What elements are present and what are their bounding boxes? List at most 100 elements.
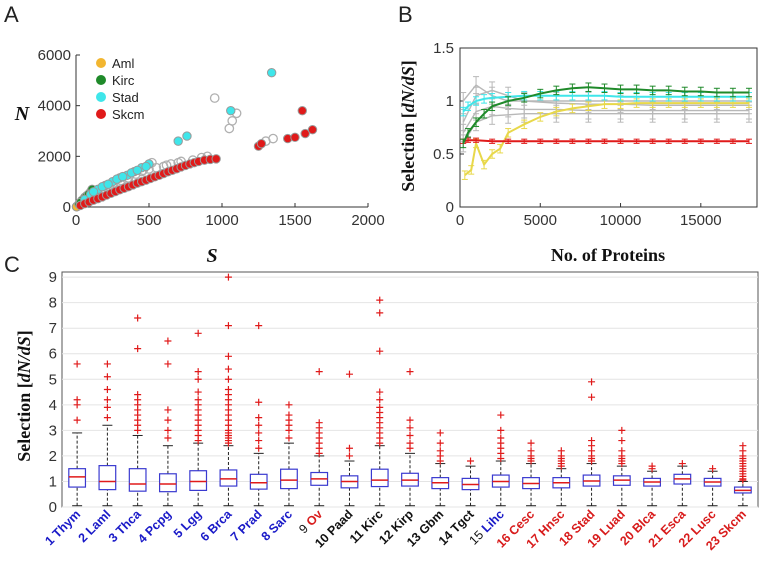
c-outlier-marker [618,447,626,455]
c-outlier-marker [527,447,535,455]
c-outlier-marker [648,462,656,470]
scatter-panel-a: S N 0 500 1000 1500 2000 0 2000 4000 6000 Aml Kirc… [14,47,385,267]
b-series-line-skcm [462,139,749,143]
c-outlier-marker [406,416,414,424]
a-xlabel: S [206,245,217,267]
c-outlier-marker [345,370,353,378]
c-outlier-marker [164,406,172,414]
c-outlier-marker [497,434,505,442]
a-y-tick-label: 6000 [38,47,71,64]
b-xlabel: No. of Proteins [551,245,665,265]
c-outlier-marker [255,437,263,445]
c-y-tick-label: 8 [49,295,57,312]
c-outlier-marker [255,414,263,422]
b-series-line-aml [464,102,749,176]
c-y-tick-label: 9 [49,269,57,286]
c-outlier-marker [164,416,172,424]
c-outlier-marker [376,388,384,396]
panel-letter-b: B [398,2,413,27]
b-y-tick-label: 1.5 [433,40,454,57]
c-outlier-marker [103,386,111,393]
c-box [98,465,117,491]
c-outlier-marker [224,352,232,360]
b-series-line-other4 [462,113,749,144]
c-outlier-marker [527,439,535,447]
c-outlier-marker [103,403,111,411]
a-ylabel: N [14,103,31,125]
c-outlier-marker [376,396,384,404]
c-outlier-marker [194,396,202,404]
panel-letter-a: A [4,2,19,27]
line-panel-b: No. of Proteins Selection [dN/dS] 0 5000 1… [398,40,758,265]
a-y-tick-label: 2000 [38,148,71,165]
a-point-skcm [297,106,307,116]
c-outlier-marker [376,309,384,317]
b-x-tick-label: 15000 [680,212,722,229]
a-x-tick-label: 0 [72,212,80,229]
c-outlier-marker [255,398,263,406]
a-point-skcm [211,154,221,164]
a-y-tick-label: 0 [63,199,71,216]
panel-letter-c: C [4,252,20,277]
c-outlier-marker [255,322,263,330]
c-y-tick-label: 0 [49,499,57,516]
a-point-stad [173,136,183,146]
c-box [249,473,268,490]
a-legend-label-skcm: Skcm [112,107,145,122]
c-outlier-marker [406,424,414,432]
c-outlier-marker [224,375,232,383]
b-ylabel: Selection [dN/dS] [398,60,418,192]
c-category-label: 6 Brca [198,506,236,544]
c-outlier-marker [103,396,111,404]
c-y-tick-label: 7 [49,320,57,337]
a-point-stad [103,179,113,189]
c-y-tick-label: 4 [49,397,57,414]
a-point-skcm [300,128,310,139]
c-outlier-marker [588,393,596,401]
a-x-tick-label: 2000 [351,212,384,229]
a-y-tick-label: 4000 [38,98,71,115]
a-point-skcm [307,125,318,135]
c-outlier-marker [134,391,142,399]
c-category-label: 8 Sarc [259,507,295,543]
a-legend-label-kirc: Kirc [112,73,135,88]
c-outlier-marker [315,419,323,427]
c-outlier-marker [436,439,444,447]
b-y-tick-label: 0 [446,199,454,216]
c-outlier-marker [164,426,172,434]
b-series-line-other1 [462,89,749,123]
c-box [370,468,389,488]
c-outlier-marker [73,360,81,368]
c-outlier-marker [406,439,414,447]
c-box [128,468,147,492]
c-outlier-marker [194,368,202,376]
c-outlier-marker [224,322,232,330]
c-outlier-marker [497,411,505,419]
c-outlier-marker [255,444,263,452]
b-y-tick-label: 1 [446,93,454,110]
c-category-label: 2 Laml [76,507,114,545]
c-outlier-marker [224,365,232,373]
c-outlier-marker [406,368,414,376]
a-point-stad [266,68,277,78]
c-outlier-marker [224,273,232,281]
b-x-tick-label: 5000 [524,212,557,229]
c-y-tick-label: 3 [49,422,57,439]
a-point-other [268,133,278,144]
c-outlier-marker [285,411,293,419]
c-outlier-marker [164,337,172,345]
c-outlier-marker [618,437,626,445]
c-y-tick-label: 2 [49,448,57,465]
c-outlier-marker [436,429,444,437]
c-outlier-marker [406,431,414,439]
a-legend-label-stad: Stad [112,90,139,105]
a-point-skcm [256,138,267,149]
c-outlier-marker [103,373,111,381]
c-outlier-marker [345,444,353,452]
c-y-tick-label: 1 [49,473,57,490]
a-point-other [209,93,220,103]
c-outlier-marker [194,388,202,396]
c-outlier-marker [194,375,202,383]
c-box [189,470,208,491]
c-outlier-marker [315,368,323,376]
